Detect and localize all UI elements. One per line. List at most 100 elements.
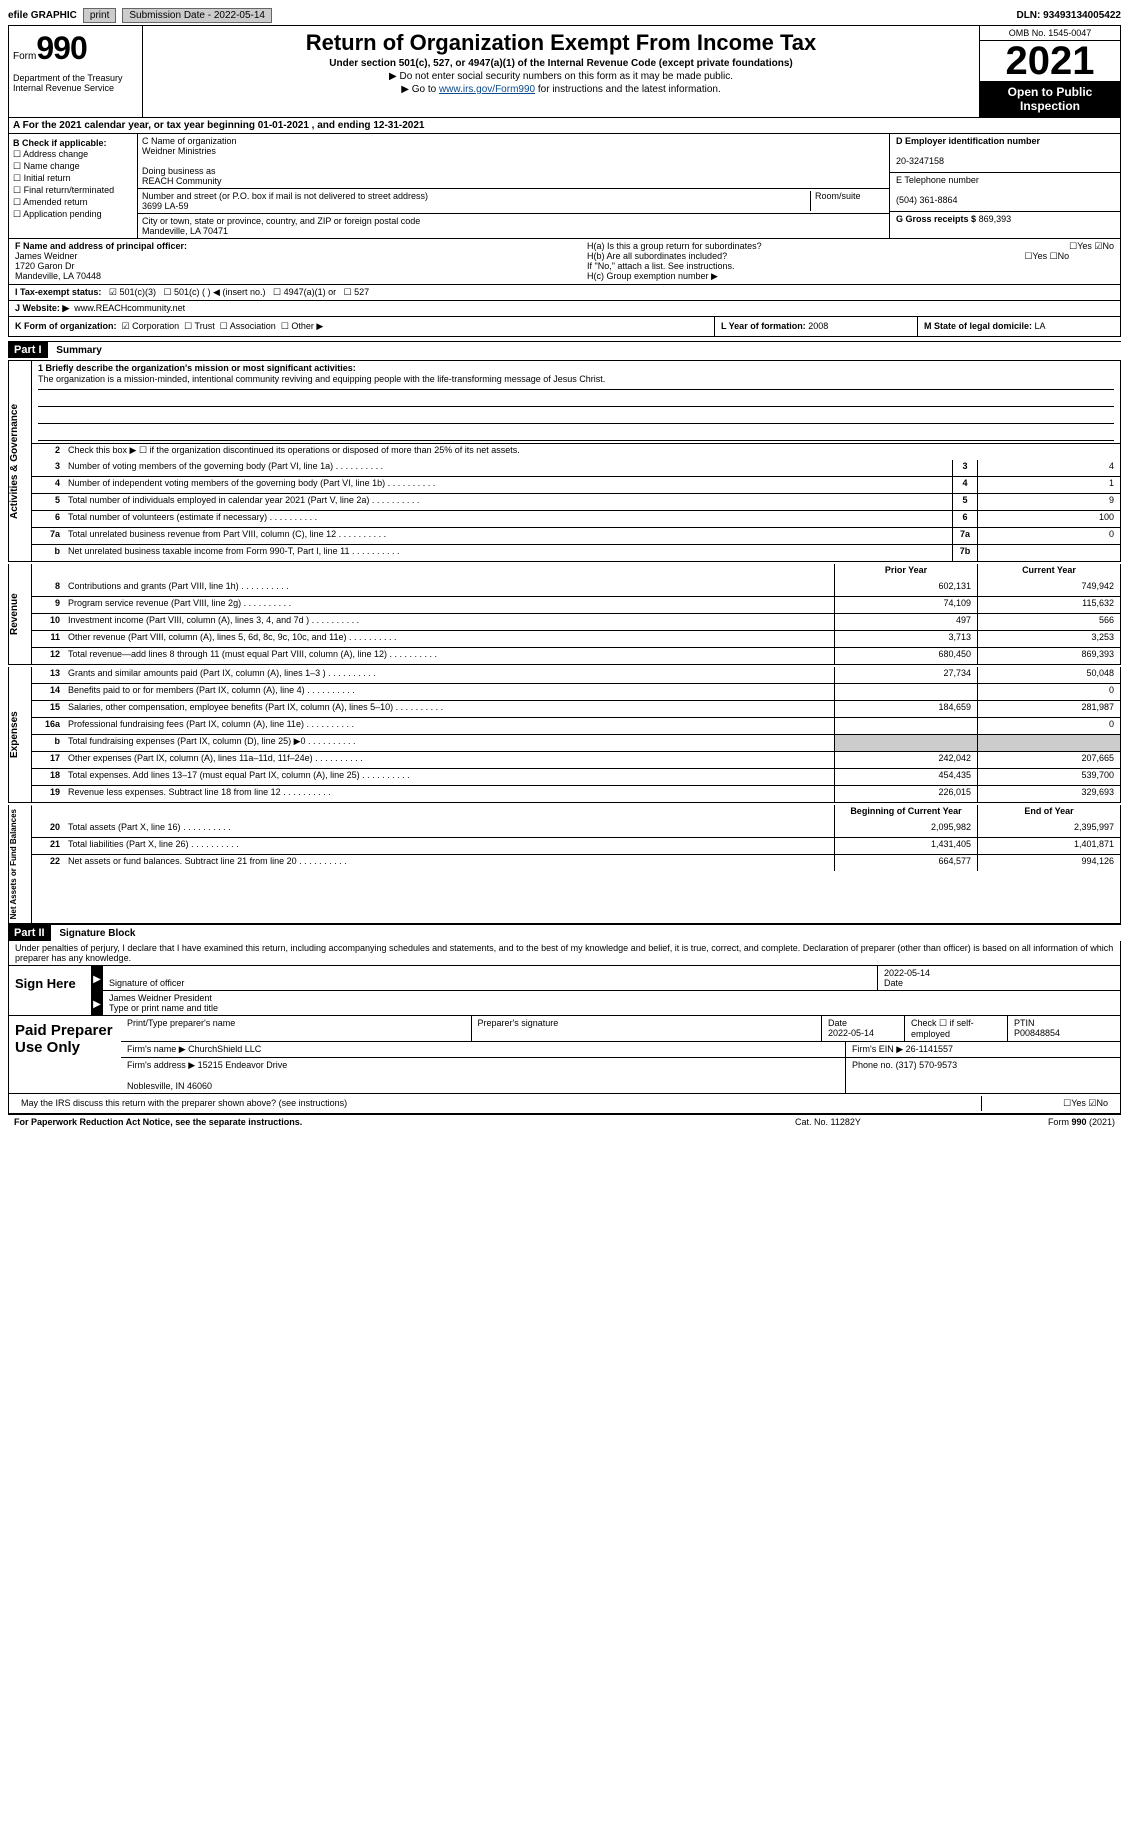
prep-phone: (317) 570-9573 [896, 1060, 958, 1070]
firm-addr: 15215 Endeavor Drive [198, 1060, 288, 1070]
expenses-table: Expenses 13 Grants and similar amounts p… [8, 667, 1121, 803]
side-governance: Activities & Governance [9, 361, 32, 561]
col-f: F Name and address of principal officer:… [9, 239, 581, 284]
form-label: Form [13, 51, 36, 62]
col-k: K Form of organization: ☑ Corporation ☐ … [9, 317, 714, 336]
table-row: 11 Other revenue (Part VIII, column (A),… [32, 630, 1120, 647]
table-row: 12 Total revenue—add lines 8 through 11 … [32, 647, 1120, 664]
col-h: H(a) Is this a group return for subordin… [581, 239, 1120, 284]
top-bar: efile GRAPHIC print Submission Date - 20… [8, 8, 1121, 23]
sig-date-val: 2022-05-14 [884, 968, 930, 978]
table-row: 14 Benefits paid to or for members (Part… [32, 683, 1120, 700]
table-row: b Net unrelated business taxable income … [32, 544, 1120, 561]
chk-initial[interactable]: ☐ Initial return [13, 173, 133, 184]
org-name: Weidner Ministries [142, 146, 216, 156]
dln: DLN: 93493134005422 [1016, 10, 1121, 21]
sign-here-label: Sign Here [9, 966, 91, 1015]
part2-header: Part II [8, 925, 51, 941]
row-fh: F Name and address of principal officer:… [8, 239, 1121, 285]
col-c: C Name of organizationWeidner Ministries… [138, 134, 889, 238]
sig-arrow-icon-2: ▶ [91, 991, 103, 1015]
revenue-table: Revenue Prior YearCurrent Year 8 Contrib… [8, 564, 1121, 665]
subtitle-3: Go to www.irs.gov/Form990 for instructio… [149, 84, 973, 95]
row-i: I Tax-exempt status: ☑ 501(c)(3) ☐ 501(c… [8, 285, 1121, 301]
footer-left: For Paperwork Reduction Act Notice, see … [14, 1117, 795, 1127]
website: www.REACHcommunity.net [74, 303, 185, 313]
subtitle-1: Under section 501(c), 527, or 4947(a)(1)… [149, 58, 973, 69]
table-row: 21 Total liabilities (Part X, line 26) 1… [32, 837, 1120, 854]
col-l: L Year of formation: 2008 [714, 317, 917, 336]
row-a: A For the 2021 calendar year, or tax yea… [8, 118, 1121, 134]
table-row: 19 Revenue less expenses. Subtract line … [32, 785, 1120, 802]
paid-preparer-label: Paid Preparer Use Only [9, 1016, 121, 1093]
part2-title: Signature Block [53, 928, 135, 939]
dept-label: Department of the Treasury Internal Reve… [13, 73, 138, 93]
side-expenses: Expenses [9, 667, 32, 802]
efile-label: efile GRAPHIC [8, 10, 77, 21]
part2-row: Part II Signature Block [8, 924, 1121, 941]
table-row: b Total fundraising expenses (Part IX, c… [32, 734, 1120, 751]
col-d: D Employer identification number20-32471… [889, 134, 1120, 238]
part1-title: Summary [50, 345, 102, 356]
summary-table: Activities & Governance 1 Briefly descri… [8, 360, 1121, 562]
section-bcd: B Check if applicable: ☐ Address change … [8, 134, 1121, 239]
org-city: Mandeville, LA 70471 [142, 226, 228, 236]
ein: 20-3247158 [896, 156, 944, 166]
part1-row: Part I Summary [8, 341, 1121, 358]
phone: (504) 361-8864 [896, 195, 958, 205]
sig-arrow-icon: ▶ [91, 966, 103, 990]
gross-receipts: 869,393 [979, 214, 1012, 224]
table-row: 13 Grants and similar amounts paid (Part… [32, 667, 1120, 683]
open-public: Open to Public Inspection [980, 81, 1120, 117]
firm-name: ChurchShield LLC [188, 1044, 261, 1054]
submission-date: Submission Date - 2022-05-14 [122, 8, 272, 23]
footer-right: Form 990 (2021) [955, 1117, 1115, 1127]
table-row: 3 Number of voting members of the govern… [32, 460, 1120, 476]
form-number: 990 [36, 30, 86, 66]
mission-text: The organization is a mission-minded, in… [38, 373, 1114, 390]
chk-amended[interactable]: ☐ Amended return [13, 197, 133, 208]
mission-box: 1 Briefly describe the organization's mi… [32, 361, 1120, 443]
table-row: 15 Salaries, other compensation, employe… [32, 700, 1120, 717]
table-row: 16a Professional fundraising fees (Part … [32, 717, 1120, 734]
chk-name[interactable]: ☐ Name change [13, 161, 133, 172]
subtitle-2: Do not enter social security numbers on … [149, 71, 973, 82]
officer-name-title: James Weidner President [109, 993, 212, 1003]
table-row: 9 Program service revenue (Part VIII, li… [32, 596, 1120, 613]
table-row: 6 Total number of volunteers (estimate i… [32, 510, 1120, 527]
side-revenue: Revenue [9, 564, 32, 664]
table-row: 4 Number of independent voting members o… [32, 476, 1120, 493]
table-row: 17 Other expenses (Part IX, column (A), … [32, 751, 1120, 768]
officer-name: James Weidner [15, 251, 77, 261]
org-street: 3699 LA-59 [142, 201, 189, 211]
form-header: Form990 Department of the Treasury Inter… [8, 25, 1121, 118]
table-row: 22 Net assets or fund balances. Subtract… [32, 854, 1120, 871]
irs-link[interactable]: www.irs.gov/Form990 [439, 84, 535, 95]
header-center: Return of Organization Exempt From Incom… [143, 26, 979, 117]
table-row: 18 Total expenses. Add lines 13–17 (must… [32, 768, 1120, 785]
chk-pending[interactable]: ☐ Application pending [13, 209, 133, 220]
ptin: P00848854 [1014, 1028, 1060, 1038]
footer: For Paperwork Reduction Act Notice, see … [8, 1114, 1121, 1129]
table-row: 20 Total assets (Part X, line 16) 2,095,… [32, 821, 1120, 837]
row-j: J Website: ▶ www.REACHcommunity.net [8, 301, 1121, 317]
col-m: M State of legal domicile: LA [917, 317, 1120, 336]
table-row: 8 Contributions and grants (Part VIII, l… [32, 580, 1120, 596]
header-left: Form990 Department of the Treasury Inter… [9, 26, 143, 117]
form-title: Return of Organization Exempt From Incom… [149, 30, 973, 56]
sig-declaration: Under penalties of perjury, I declare th… [9, 941, 1120, 965]
tax-year: 2021 [980, 41, 1120, 81]
table-row: 5 Total number of individuals employed i… [32, 493, 1120, 510]
firm-ein: 26-1141557 [906, 1044, 953, 1054]
header-right: OMB No. 1545-0047 2021 Open to Public In… [979, 26, 1120, 117]
signature-section: Under penalties of perjury, I declare th… [8, 941, 1121, 1114]
col-b: B Check if applicable: ☐ Address change … [9, 134, 138, 238]
chk-final[interactable]: ☐ Final return/terminated [13, 185, 133, 196]
footer-mid: Cat. No. 11282Y [795, 1117, 955, 1127]
part1-header: Part I [8, 342, 48, 358]
chk-address[interactable]: ☐ Address change [13, 149, 133, 160]
table-row: 7a Total unrelated business revenue from… [32, 527, 1120, 544]
row-kl: K Form of organization: ☑ Corporation ☐ … [8, 317, 1121, 337]
netassets-table: Net Assets or Fund Balances Beginning of… [8, 805, 1121, 924]
print-button[interactable]: print [83, 8, 116, 23]
